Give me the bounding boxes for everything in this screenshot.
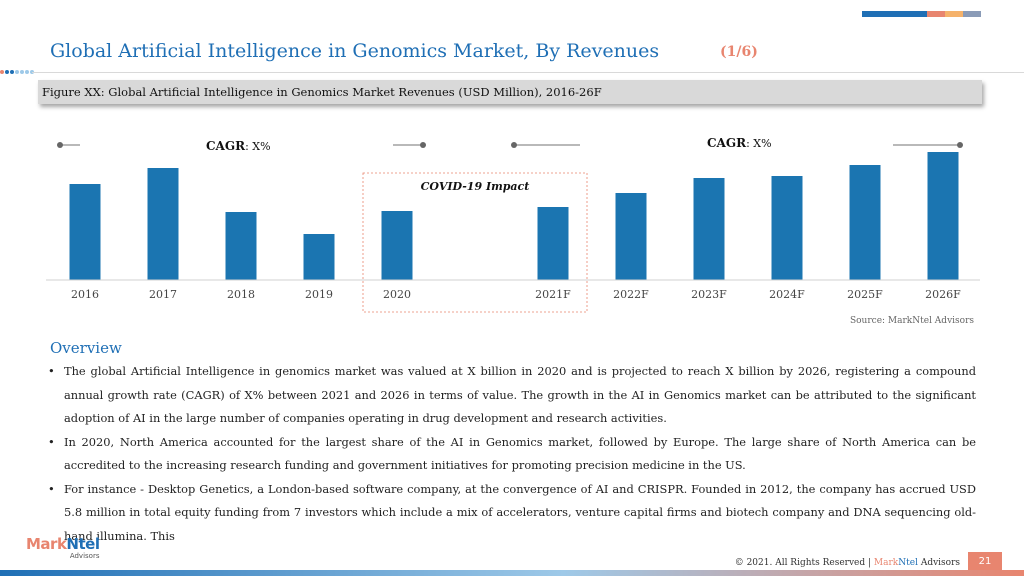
bar-2017 bbox=[147, 168, 179, 280]
cagr-label: CAGR bbox=[707, 136, 747, 150]
cagr-annotation-right: CAGR: X% bbox=[707, 136, 772, 150]
bar-2021F bbox=[537, 207, 569, 280]
overview-list: • The global Artificial Intelligence in g… bbox=[48, 360, 976, 548]
bar-2026F bbox=[927, 152, 959, 280]
cagr-value: : X% bbox=[746, 137, 772, 150]
dot-icon bbox=[10, 70, 14, 74]
bar-2016 bbox=[69, 184, 101, 280]
x-tick-label: 2026F bbox=[925, 288, 961, 301]
bullet-icon: • bbox=[48, 481, 55, 496]
company-logo: MarkNtel Advisors bbox=[26, 535, 100, 560]
x-tick-label: 2020 bbox=[383, 288, 411, 301]
covid-impact-box bbox=[362, 172, 588, 313]
x-tick-label: 2022F bbox=[613, 288, 649, 301]
x-tick-label: 2018 bbox=[227, 288, 255, 301]
title-dots bbox=[0, 70, 34, 74]
cagr-dot-icon bbox=[511, 142, 517, 148]
title-divider bbox=[32, 72, 1024, 73]
dot-icon bbox=[15, 70, 19, 74]
x-tick-label: 2025F bbox=[847, 288, 883, 301]
page-badge: (1/6) bbox=[720, 44, 758, 60]
logo-mark-b: Ntel bbox=[66, 535, 100, 553]
cagr-dot-icon bbox=[420, 142, 426, 148]
chart-source: Source: MarkNtel Advisors bbox=[849, 316, 974, 326]
cagr-value: : X% bbox=[245, 140, 271, 153]
bullet-icon: • bbox=[48, 434, 55, 449]
x-tick-label: 2024F bbox=[769, 288, 805, 301]
footer-brand-b: Ntel bbox=[898, 558, 918, 568]
overview-bullet-text: The global Artificial Intelligence in ge… bbox=[64, 364, 976, 425]
logo-sub: Advisors bbox=[69, 552, 100, 560]
bar-2020 bbox=[381, 211, 413, 280]
overview-bullet: • For instance - Desktop Genetics, a Lond… bbox=[48, 478, 976, 549]
x-tick-label: 2023F bbox=[691, 288, 727, 301]
bar-2023F bbox=[693, 178, 725, 280]
x-tick-label: 2019 bbox=[305, 288, 333, 301]
dot-icon bbox=[25, 70, 29, 74]
overview-heading: Overview bbox=[50, 339, 122, 357]
x-tick-label: 2016 bbox=[71, 288, 99, 301]
bar-chart: 2016 2017 2018 2019 2020 2021F 2022F 2023F 2024F… bbox=[46, 136, 980, 313]
header-stripe-2 bbox=[927, 11, 945, 17]
footer-bar bbox=[0, 570, 1024, 576]
cagr-annotation-left: CAGR: X% bbox=[206, 139, 271, 153]
header-stripe-3 bbox=[945, 11, 963, 17]
cagr-label: CAGR bbox=[206, 139, 246, 153]
copyright-text: © 2021. All Rights Reserved | bbox=[734, 558, 874, 568]
footer-brand-c: Advisors bbox=[917, 558, 960, 568]
bullet-icon: • bbox=[48, 364, 55, 378]
footer-copyright: © 2021. All Rights Reserved | MarkNtel A… bbox=[735, 558, 960, 568]
bar-2019 bbox=[303, 234, 335, 280]
overview-bullet-text: In 2020, North America accounted for the… bbox=[64, 434, 976, 473]
bar-series bbox=[69, 152, 959, 280]
dot-icon bbox=[0, 70, 4, 74]
cagr-dot-icon bbox=[57, 142, 63, 148]
overview-bullet-text: For instance - Desktop Genetics, a Londo… bbox=[64, 481, 976, 543]
figure-caption: Figure XX: Global Artificial Intelligenc… bbox=[38, 80, 982, 104]
bar-2018 bbox=[225, 212, 257, 280]
header-stripe-1 bbox=[862, 11, 927, 17]
footer-brand-a: Mark bbox=[873, 558, 899, 568]
bar-2022F bbox=[615, 193, 647, 280]
header-stripes bbox=[862, 11, 981, 17]
logo-mark: MarkNtel bbox=[26, 535, 100, 553]
bar-2024F bbox=[771, 176, 803, 280]
overview-bullet: • The global Artificial Intelligence in g… bbox=[48, 360, 976, 431]
dot-icon bbox=[20, 70, 24, 74]
x-tick-labels: 2016 2017 2018 2019 2020 2021F 2022F 2023F 2024F… bbox=[71, 288, 961, 301]
covid-impact-label: COVID-19 Impact bbox=[421, 180, 530, 193]
logo-mark-a: Mark bbox=[26, 535, 67, 553]
header-stripe-4 bbox=[963, 11, 981, 17]
bar-2025F bbox=[849, 165, 881, 280]
x-tick-label: 2021F bbox=[535, 288, 571, 301]
cagr-dot-icon bbox=[957, 142, 963, 148]
overview-bullet: • In 2020, North America accounted for th… bbox=[48, 431, 976, 478]
page-title: Global Artificial Intelligence in Genomi… bbox=[50, 40, 660, 62]
x-tick-label: 2017 bbox=[149, 288, 177, 301]
dot-icon bbox=[5, 70, 9, 74]
